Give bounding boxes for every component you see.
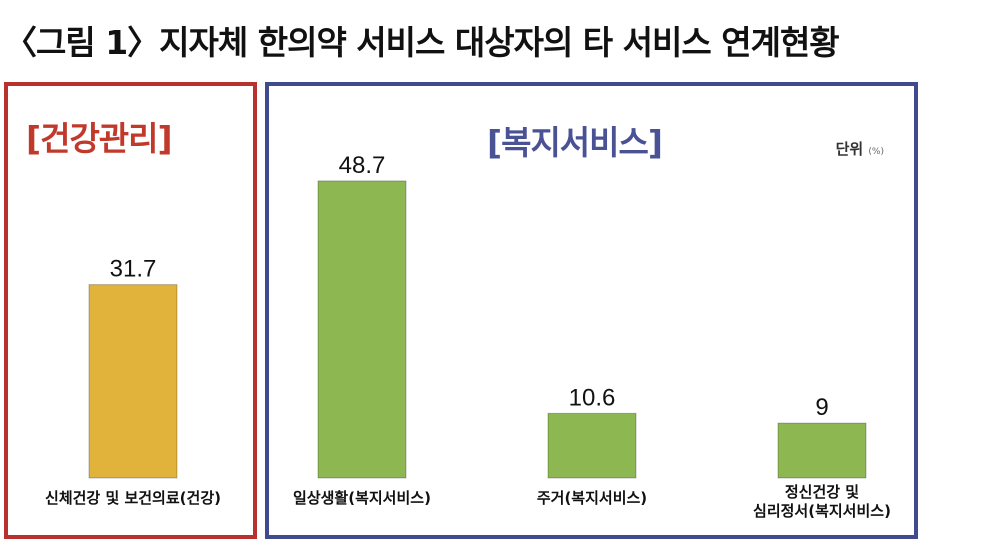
health-panel: [건강관리]: [4, 82, 257, 539]
value-label-2: 10.6: [569, 384, 616, 411]
category-label-2-line-0: 주거(복지서비스): [537, 489, 647, 507]
welfare-panel: [복지서비스] 단위 (%): [265, 82, 918, 539]
category-label-2: 주거(복지서비스): [537, 489, 647, 507]
category-label-0: 신체건강 및 보건의료(건강): [45, 489, 221, 507]
category-label-0-line-0: 신체건강 및 보건의료(건강): [45, 489, 221, 507]
welfare-panel-heading: [복지서비스]: [487, 123, 663, 162]
page-title: 〈그림 1〉지자체 한의약 서비스 대상자의 타 서비스 연계현황: [4, 23, 840, 62]
value-label-3: 9: [815, 394, 828, 421]
value-label-0: 31.7: [110, 256, 157, 283]
bar-3: [777, 422, 867, 479]
bar-0: [88, 284, 178, 479]
category-label-3: 정신건강 및 심리정서(복지서비스): [753, 483, 891, 520]
unit-label: 단위 (%): [836, 138, 884, 159]
health-panel-heading: [건강관리]: [26, 119, 173, 158]
value-label-1: 48.7: [339, 152, 386, 179]
category-label-3-line-0: 정신건강 및: [785, 483, 859, 501]
unit-text: 단위: [835, 140, 864, 158]
bar-1: [317, 180, 407, 479]
category-label-1: 일상생활(복지서비스): [293, 489, 431, 507]
bar-2: [547, 412, 637, 479]
category-label-3-line-1: 심리정서(복지서비스): [753, 502, 891, 520]
unit-small: (%): [868, 147, 884, 157]
category-label-1-line-0: 일상생활(복지서비스): [293, 489, 431, 507]
